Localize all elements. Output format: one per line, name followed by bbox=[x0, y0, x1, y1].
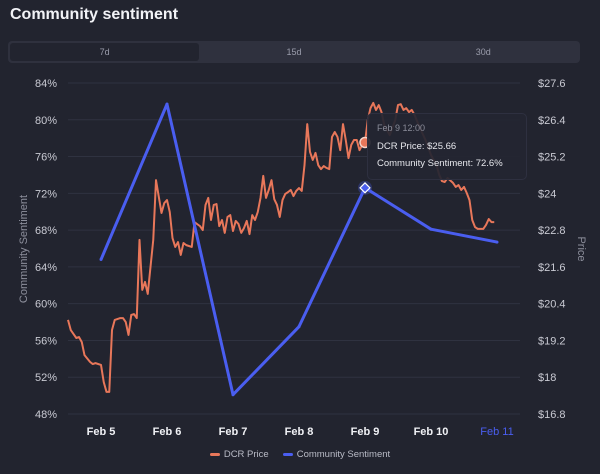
sentiment-point bbox=[165, 102, 169, 106]
y-left-tick-label: 72% bbox=[35, 188, 57, 200]
y-right-tick-label: $21.6 bbox=[538, 262, 566, 274]
y-right-tick-label: $24 bbox=[538, 188, 556, 200]
tooltip-sentiment: Community Sentiment: 72.6% bbox=[377, 158, 503, 169]
x-tick-label: Feb 11 bbox=[480, 426, 513, 438]
y-left-tick-label: 60% bbox=[35, 299, 57, 311]
legend-item-price[interactable]: DCR Price bbox=[209, 449, 269, 460]
tab-7d[interactable]: 7d bbox=[10, 43, 200, 61]
tooltip-price: DCR Price: $25.66 bbox=[377, 141, 457, 152]
sentiment-point bbox=[429, 227, 433, 231]
y-left-tick-label: 56% bbox=[35, 335, 57, 347]
x-tick-label: Feb 9 bbox=[351, 426, 380, 438]
y-left-tick-label: 76% bbox=[35, 152, 57, 164]
chart-legend: DCR Price Community Sentiment bbox=[0, 449, 600, 460]
y-right-tick-label: $25.2 bbox=[538, 152, 566, 164]
x-tick-label: Feb 10 bbox=[414, 426, 449, 438]
legend-item-sentiment[interactable]: Community Sentiment bbox=[282, 449, 391, 460]
price-swatch-icon bbox=[209, 453, 220, 456]
y-right-axis-title: Price bbox=[575, 236, 587, 261]
sentiment-point bbox=[297, 325, 301, 329]
sentiment-point bbox=[99, 258, 103, 262]
legend-label: DCR Price bbox=[223, 449, 269, 460]
tooltip-time: Feb 9 12:00 bbox=[377, 123, 426, 133]
sentiment-hover-diamond-icon bbox=[359, 182, 371, 194]
x-tick-label: Feb 6 bbox=[153, 426, 182, 438]
sentiment-point bbox=[495, 240, 499, 244]
legend-label: Community Sentiment bbox=[296, 449, 391, 460]
x-tick-label: Feb 7 bbox=[219, 426, 248, 438]
y-left-tick-label: 52% bbox=[35, 372, 57, 384]
tab-30d[interactable]: 30d bbox=[475, 47, 491, 57]
y-right-tick-label: $16.8 bbox=[538, 409, 566, 421]
tab-15d[interactable]: 15d bbox=[286, 47, 302, 57]
y-left-tick-label: 80% bbox=[35, 115, 57, 127]
y-left-axis-title: Community Sentiment bbox=[18, 195, 30, 303]
x-tick-label: Feb 8 bbox=[285, 426, 314, 438]
range-tabs: 7d 15d 30d bbox=[8, 41, 580, 63]
y-right-tick-label: $20.4 bbox=[538, 299, 566, 311]
y-left-tick-label: 68% bbox=[35, 225, 57, 237]
x-tick-label: Feb 5 bbox=[87, 426, 116, 438]
y-left-tick-label: 84% bbox=[35, 78, 57, 90]
sentiment-point bbox=[231, 393, 235, 397]
y-left-tick-label: 48% bbox=[35, 409, 57, 421]
y-left-tick-label: 64% bbox=[35, 262, 57, 274]
y-right-tick-label: $19.2 bbox=[538, 335, 566, 347]
page-title: Community sentiment bbox=[10, 6, 179, 23]
y-right-tick-label: $18 bbox=[538, 372, 556, 384]
chart-tooltip: Feb 9 12:00 DCR Price: $25.66 Community … bbox=[367, 113, 527, 180]
y-right-tick-label: $22.8 bbox=[538, 225, 566, 237]
y-right-tick-label: $26.4 bbox=[538, 115, 566, 127]
y-right-tick-label: $27.6 bbox=[538, 78, 566, 90]
sentiment-swatch-icon bbox=[282, 453, 293, 456]
